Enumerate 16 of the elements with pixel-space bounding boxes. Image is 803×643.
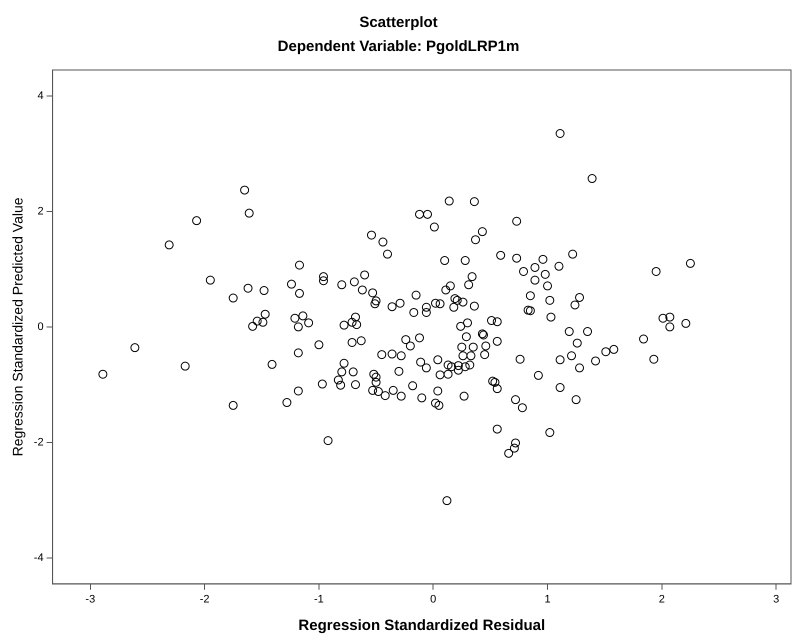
y-axis-title: Regression Standardized Predicted Value: [9, 197, 26, 456]
x-tick-label: 2: [658, 593, 665, 606]
x-tick-label: 1: [544, 593, 551, 606]
y-tick-label: 2: [37, 205, 44, 218]
x-tick-label: -3: [85, 593, 96, 606]
x-axis-title: Regression Standardized Residual: [298, 617, 546, 634]
y-tick-label: 4: [37, 90, 44, 102]
chart-title: Scatterplot: [359, 14, 438, 32]
y-tick-label: 0: [37, 320, 44, 333]
y-tick-label: -2: [34, 436, 44, 448]
x-tick-label: -1: [314, 593, 324, 606]
x-tick-label: -2: [200, 593, 210, 606]
x-tick-label: 3: [773, 593, 780, 606]
y-tick-label: -4: [34, 552, 44, 564]
chart-subtitle: Dependent Variable: PgoldLRP1m: [278, 38, 520, 56]
x-tick-label: 0: [430, 593, 436, 606]
